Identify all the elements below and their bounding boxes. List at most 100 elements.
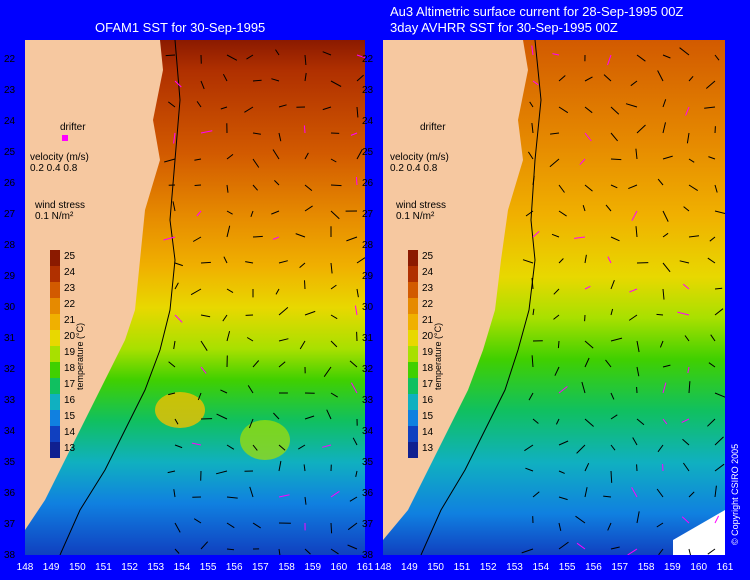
velocity-arrow (521, 548, 534, 554)
x-tick-label: 160 (690, 562, 708, 573)
colorbar-tick-label: 22 (422, 299, 434, 310)
velocity-arrow (223, 256, 228, 264)
velocity-arrow (252, 184, 258, 191)
velocity-arrow (558, 541, 569, 550)
wind-label: wind stress (35, 200, 86, 211)
velocity-arrow (610, 308, 614, 316)
velocity-arrow (200, 340, 208, 351)
velocity-arrow (635, 226, 638, 238)
colorbar-swatch (408, 346, 418, 362)
velocity-arrow (528, 392, 534, 401)
velocity-legend-left: velocity (m/s) 0.2 0.4 0.8 (30, 152, 89, 174)
colorbar-tick-label: 20 (422, 331, 434, 342)
velocity-arrow (304, 310, 316, 316)
colorbar-tick-label: 23 (64, 283, 76, 294)
velocity-arrow (610, 184, 618, 189)
x-tick-label: 149 (42, 562, 60, 573)
velocity-arrow (714, 463, 725, 472)
velocity-arrow (226, 54, 238, 61)
velocity-arrow (714, 184, 718, 193)
x-tick-label: 157 (611, 562, 629, 573)
velocity-legend-right: velocity (m/s) 0.2 0.4 0.8 (390, 152, 449, 174)
colorbar-swatch (50, 426, 60, 442)
velocity-arrow (347, 544, 358, 550)
velocity-arrow (610, 444, 616, 451)
velocity-arrow (688, 235, 700, 238)
velocity-arrow (657, 70, 664, 82)
velocity-arrow (304, 280, 306, 290)
velocity-arrow (603, 495, 612, 498)
velocity-arrow (245, 261, 254, 264)
wind-label: wind stress (396, 200, 447, 211)
colorbar-swatch (50, 330, 60, 346)
velocity-arrow (354, 305, 358, 316)
x-tick-label: 157 (252, 562, 269, 573)
velocity-arrow (684, 335, 690, 342)
velocity-arrow (656, 313, 664, 316)
velocity-arrow (174, 522, 181, 533)
y-tick-label: 23 (362, 85, 374, 96)
velocity-arrow (584, 340, 594, 349)
x-tick-label: 149 (400, 562, 418, 573)
left-map-svg (25, 40, 365, 555)
velocity-label: velocity (m/s) (30, 152, 89, 163)
velocity-arrow (250, 210, 254, 217)
y-tick-label: 26 (362, 178, 374, 189)
colorbar-swatch (50, 410, 60, 426)
velocity-arrow (525, 210, 534, 217)
y-tick-label: 30 (362, 302, 374, 313)
velocity-arrow (226, 496, 238, 499)
velocity-arrow (164, 158, 176, 163)
x-tick-label: 152 (479, 562, 497, 573)
velocity-arrow (352, 437, 358, 446)
colorbar-tick-label: 18 (64, 363, 76, 374)
velocity-arrow (330, 522, 333, 534)
colorbar-swatch (408, 282, 418, 298)
velocity-arrow (252, 132, 261, 135)
velocity-arrow (216, 413, 228, 420)
velocity-arrow (304, 415, 315, 420)
colorbar-tick-label: 25 (64, 251, 76, 262)
copyright-text: © Copyright CSIRO 2005 (730, 443, 740, 545)
velocity-arrow (710, 334, 716, 342)
velocity-arrow (532, 491, 540, 498)
velocity-arrow (226, 288, 234, 294)
colorbar-tick-label: 23 (422, 283, 434, 294)
velocity-arrow (252, 235, 263, 238)
colorbar-swatch (408, 250, 418, 266)
velocity-arrow (174, 282, 179, 290)
velocity-arrow (628, 314, 638, 321)
y-tick-label: 26 (4, 178, 16, 189)
velocity-arrow (299, 262, 306, 268)
colorbar-tick-label: 20 (64, 331, 76, 342)
x-tick-label: 158 (278, 562, 295, 573)
velocity-arrow (330, 548, 339, 555)
velocity-arrow (708, 362, 716, 368)
velocity-arrow (662, 232, 669, 238)
velocity-arrow (173, 132, 176, 144)
wind-value: 0.1 N/m² (396, 211, 435, 222)
right-panel-title-line1: Au3 Altimetric surface current for 28-Se… (390, 4, 684, 19)
velocity-arrow (610, 236, 620, 242)
velocity-arrow (714, 308, 724, 316)
velocity-arrow (632, 437, 638, 446)
velocity-arrow (584, 76, 593, 82)
velocity-arrow (688, 491, 695, 498)
velocity-arrow (356, 54, 365, 59)
y-tick-label: 25 (4, 147, 16, 158)
x-tick-label: 158 (637, 562, 655, 573)
x-tick-label: 156 (225, 562, 243, 573)
colorbar-tick-label: 15 (422, 411, 434, 422)
velocity-arrow (688, 381, 691, 394)
y-tick-label: 31 (4, 333, 16, 344)
velocity-arrow (349, 496, 358, 502)
right-map-svg (383, 40, 725, 555)
velocity-arrow (584, 254, 587, 264)
colorbar-swatch (50, 442, 60, 458)
velocity-arrow (330, 262, 333, 274)
velocity-arrow (714, 515, 720, 524)
y-tick-label: 37 (362, 519, 374, 530)
velocity-arrow (527, 151, 534, 160)
velocity-arrow (605, 359, 612, 368)
velocity-arrow (303, 125, 306, 134)
